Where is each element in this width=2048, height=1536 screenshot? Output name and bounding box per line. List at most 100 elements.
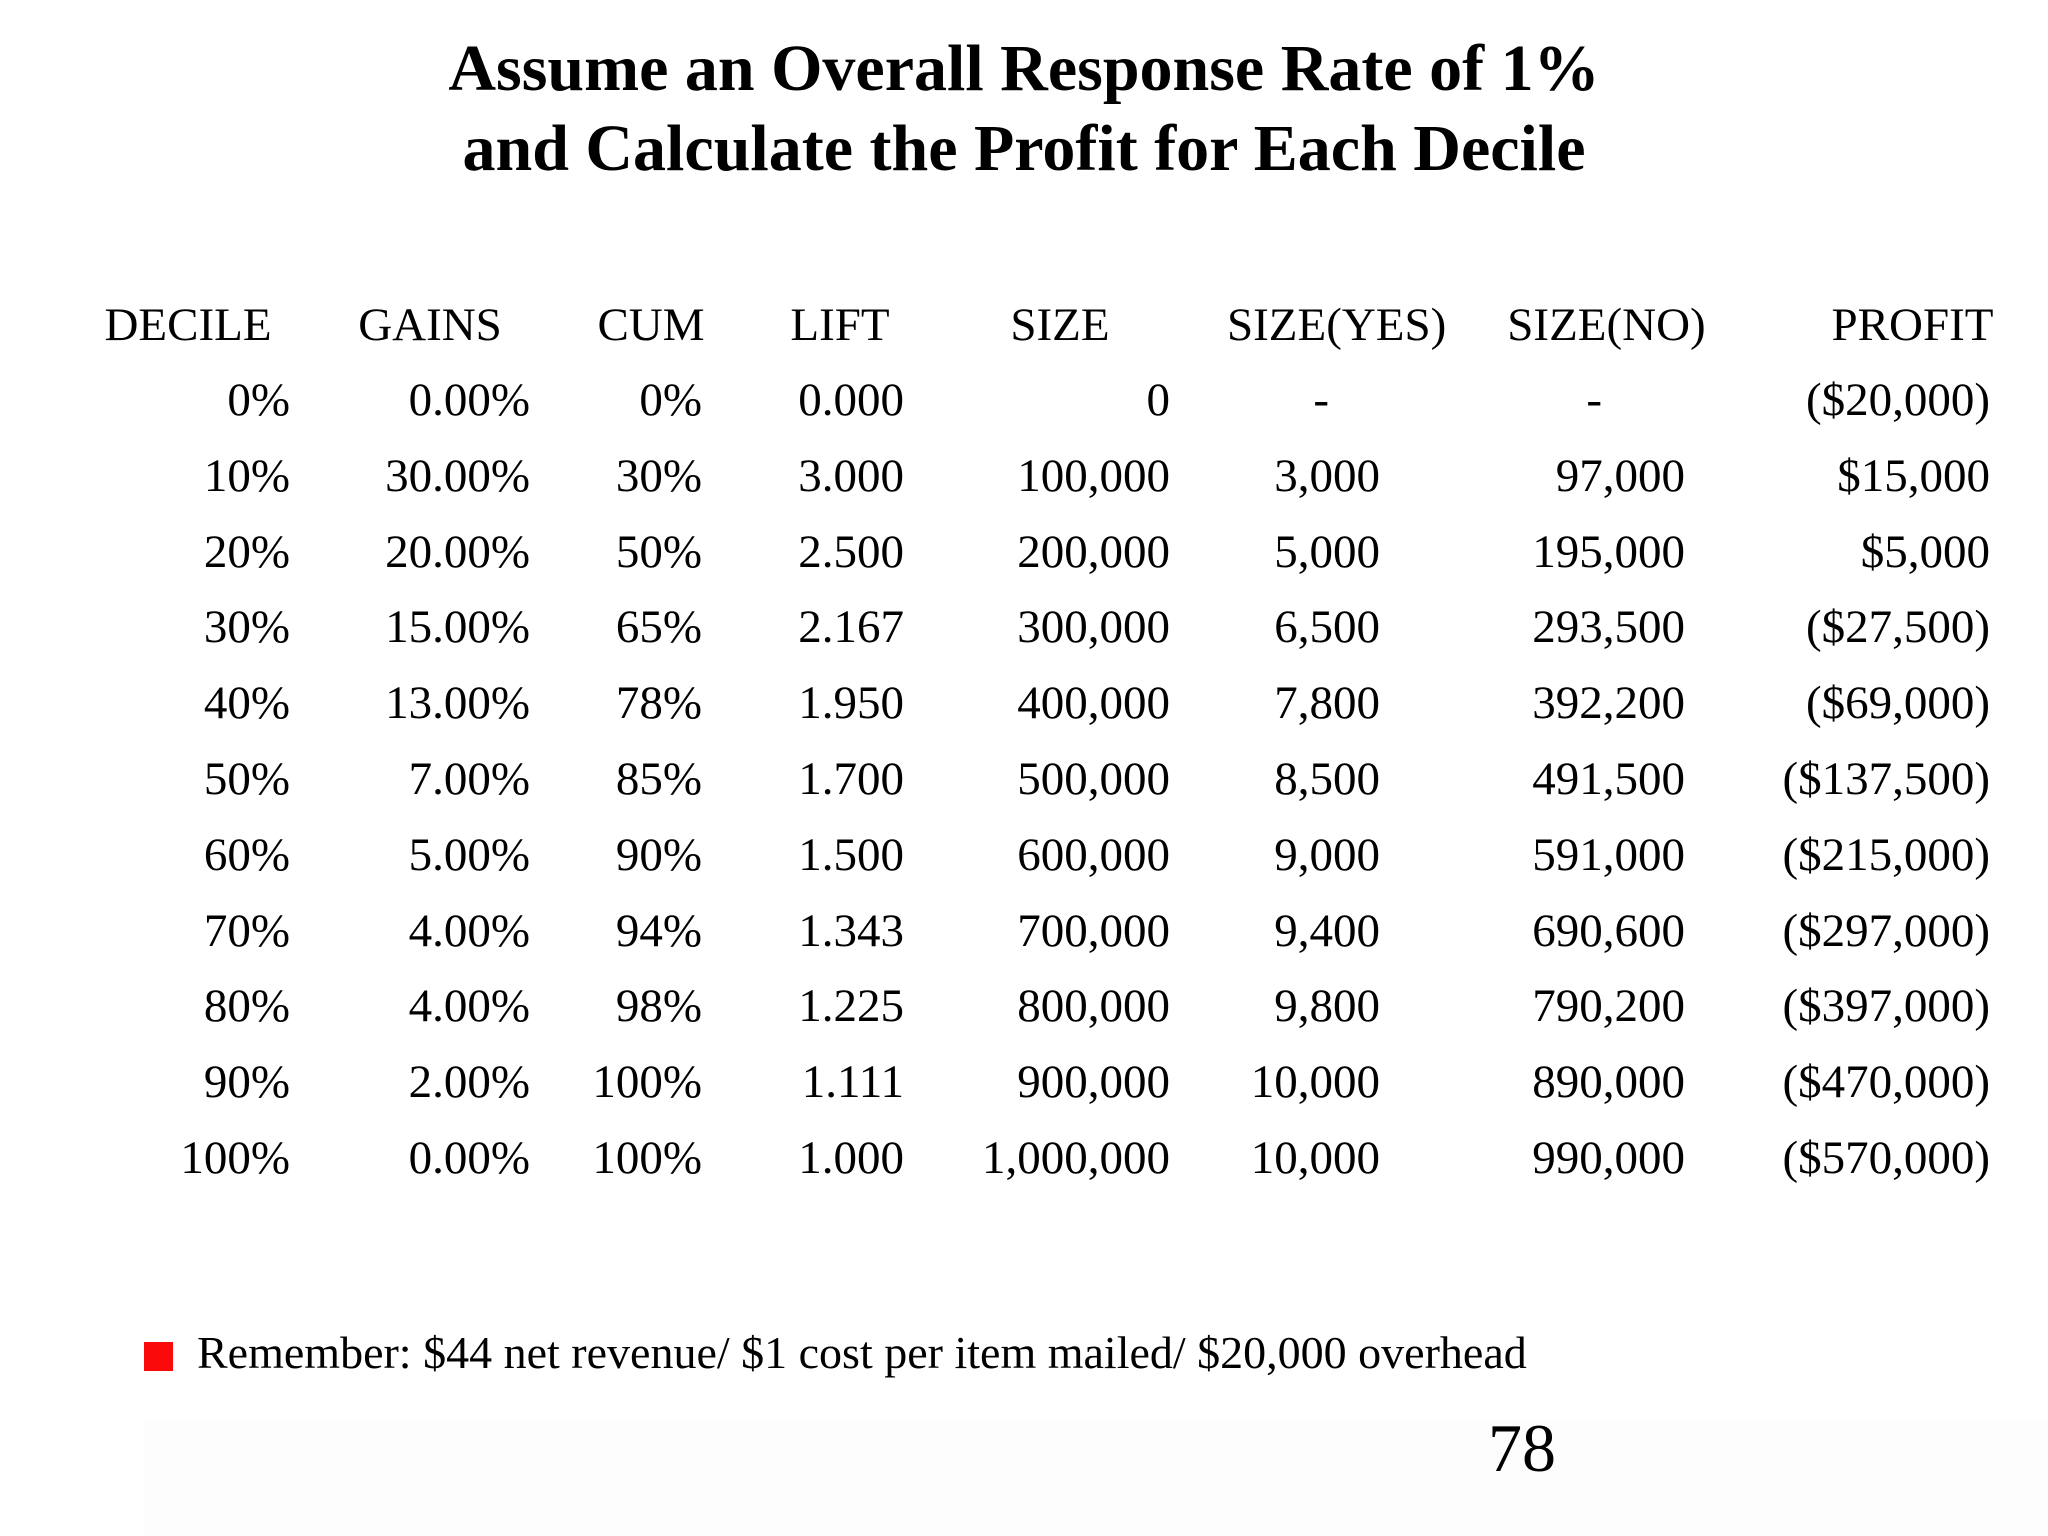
footer-band: [143, 1420, 2048, 1536]
table-cell: 1.111: [801, 1056, 904, 1109]
column-header-size-yes: SIZE(YES): [1227, 299, 1447, 351]
table-cell: ($397,000): [1782, 980, 1990, 1033]
table-cell: 9,000: [1274, 828, 1380, 881]
table-cell: 1.950: [798, 677, 904, 730]
table-cell: 90%: [203, 1056, 290, 1109]
table-cell: 70%: [203, 904, 290, 957]
table-cell: 10,000: [1250, 1131, 1380, 1184]
table-row: 20% 20.00% 50% 2.500 200,000 5,000 195,000 $5,0…: [60, 515, 2000, 591]
table-cell: ($297,000): [1782, 904, 1990, 957]
table-cell: 10%: [203, 449, 290, 502]
page-number: 78: [1488, 1410, 1556, 1486]
table-cell: 9,800: [1274, 980, 1380, 1033]
table-cell: 30.00%: [385, 449, 530, 502]
table-row: 50% 7.00% 85% 1.700 500,000 8,500 491,500 ($137…: [60, 742, 2000, 818]
table-cell: 85%: [615, 752, 702, 805]
table-cell: 491,500: [1532, 752, 1685, 805]
table-cell: 195,000: [1532, 525, 1685, 578]
table-cell: 200,000: [1017, 525, 1170, 578]
table-cell: 15.00%: [385, 601, 530, 654]
table-cell: 1,000,000: [982, 1131, 1170, 1184]
column-header-gains: GAINS: [358, 299, 502, 351]
decile-profit-table: DECILE GAINS CUM LIFT SIZE SIZE(YES) SIZ…: [60, 287, 2000, 1197]
table-header-row: DECILE GAINS CUM LIFT SIZE SIZE(YES) SIZ…: [60, 287, 2000, 363]
footnote-text: Remember: $44 net revenue/ $1 cost per i…: [197, 1327, 1527, 1378]
table-cell: 3,000: [1274, 449, 1380, 502]
table-cell: 990,000: [1532, 1131, 1685, 1184]
table-cell: ($69,000): [1805, 677, 1990, 730]
table-cell: 690,600: [1532, 904, 1685, 957]
table-cell: 900,000: [1017, 1056, 1170, 1109]
table-cell: ($570,000): [1782, 1131, 1990, 1184]
table-body: 0% 0.00% 0% 0.000 0 - - ($20,000) 10% 30.00% 30% 3.…: [60, 363, 2000, 1197]
table-cell: 0.00%: [408, 1131, 530, 1184]
table-row: 60% 5.00% 90% 1.500 600,000 9,000 591,000 ($215…: [60, 818, 2000, 894]
table-cell: 2.167: [798, 601, 904, 654]
table-cell: 1.000: [798, 1131, 904, 1184]
table-cell: 1.500: [798, 828, 904, 881]
table-cell: -: [1586, 374, 1602, 426]
table-cell: 94%: [615, 904, 702, 957]
table-cell: 80%: [203, 980, 290, 1033]
table-cell: 97,000: [1555, 449, 1685, 502]
title-line-2: and Calculate the Profit for Each Decile: [462, 112, 1586, 185]
table-cell: 90%: [615, 828, 702, 881]
table-cell: 78%: [615, 677, 702, 730]
table-cell: ($20,000): [1805, 374, 1990, 426]
table-cell: 2.500: [798, 525, 904, 578]
table-cell: 30%: [203, 601, 290, 654]
column-header-size: SIZE: [1010, 299, 1110, 351]
table-cell: 40%: [203, 677, 290, 730]
table-cell: 7,800: [1274, 677, 1380, 730]
table-cell: 10,000: [1250, 1056, 1380, 1109]
table-cell: 392,200: [1532, 677, 1685, 730]
table-cell: 9,400: [1274, 904, 1380, 957]
column-header-decile: DECILE: [104, 299, 272, 351]
table-cell: 0%: [639, 374, 702, 426]
table-cell: 50%: [203, 752, 290, 805]
table-cell: 1.700: [798, 752, 904, 805]
table-cell: 500,000: [1017, 752, 1170, 805]
table-cell: 65%: [615, 601, 702, 654]
table-cell: 8,500: [1274, 752, 1380, 805]
column-header-profit: PROFIT: [1831, 299, 1994, 351]
table-cell: 890,000: [1532, 1056, 1685, 1109]
table-cell: 700,000: [1017, 904, 1170, 957]
table-cell: 790,200: [1532, 980, 1685, 1033]
table-cell: 0.00%: [408, 374, 530, 426]
table-cell: 7.00%: [408, 752, 530, 805]
table-cell: 6,500: [1274, 601, 1380, 654]
column-header-lift: LIFT: [790, 299, 890, 351]
column-header-cum: CUM: [597, 299, 705, 351]
table-row: 70% 4.00% 94% 1.343 700,000 9,400 690,600 ($297…: [60, 894, 2000, 970]
table-cell: 400,000: [1017, 677, 1170, 730]
table-cell: 0.000: [798, 374, 904, 426]
table-cell: 600,000: [1017, 828, 1170, 881]
table-row: 0% 0.00% 0% 0.000 0 - - ($20,000): [60, 363, 2000, 439]
title-line-1: Assume an Overall Response Rate of 1%: [448, 32, 1600, 105]
table-cell: 100%: [592, 1131, 702, 1184]
table-row: 30% 15.00% 65% 2.167 300,000 6,500 293,500 ($27…: [60, 590, 2000, 666]
table-cell: -: [1313, 374, 1329, 426]
table-cell: 1.225: [798, 980, 904, 1033]
table-cell: 50%: [615, 525, 702, 578]
table-cell: ($137,500): [1782, 752, 1990, 805]
table-cell: 293,500: [1532, 601, 1685, 654]
table-cell: 5.00%: [408, 828, 530, 881]
table-cell: 4.00%: [408, 980, 530, 1033]
table-cell: ($27,500): [1805, 601, 1990, 654]
page-title: Assume an Overall Response Rate of 1% and…: [0, 29, 2048, 189]
table-cell: $5,000: [1860, 525, 1990, 578]
table-cell: 1.343: [798, 904, 904, 957]
table-row: 80% 4.00% 98% 1.225 800,000 9,800 790,200 ($397…: [60, 969, 2000, 1045]
table-cell: 3.000: [798, 449, 904, 502]
table-cell: 20%: [203, 525, 290, 578]
table-cell: 100%: [592, 1056, 702, 1109]
table-cell: 591,000: [1532, 828, 1685, 881]
table-row: 100% 0.00% 100% 1.000 1,000,000 10,000 990,000…: [60, 1121, 2000, 1197]
column-header-size-no: SIZE(NO): [1507, 299, 1706, 351]
table-cell: $15,000: [1837, 449, 1990, 502]
table-cell: 20.00%: [385, 525, 530, 578]
table-cell: 13.00%: [385, 677, 530, 730]
